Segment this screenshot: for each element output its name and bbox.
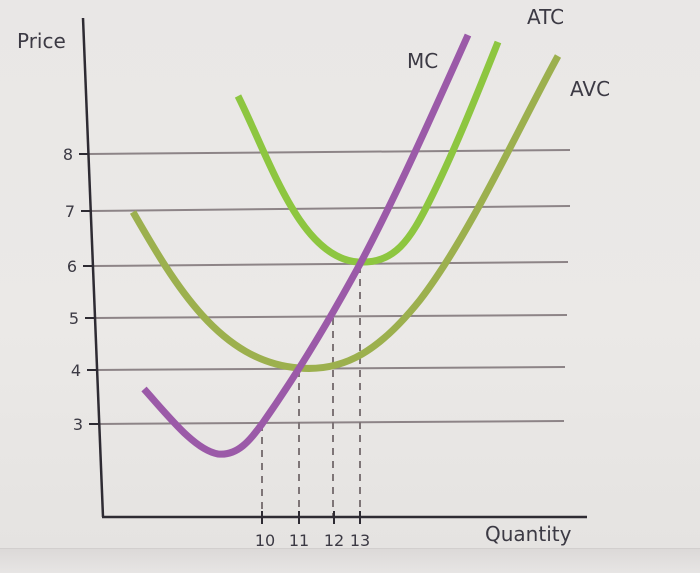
x-axis-title: Quantity: [485, 522, 572, 546]
mc-curve: [141, 33, 472, 458]
screen-background: [0, 0, 700, 548]
y-ticks: [79, 153, 99, 425]
axes: [81, 17, 587, 519]
gridline-7: [89, 205, 571, 212]
gridline-3: [96, 420, 565, 425]
x-tick-label-11: 11: [289, 531, 309, 550]
avc-curve: [129, 54, 562, 372]
gridline-6: [91, 261, 569, 267]
x-tick-labels: 10 11 12 13: [255, 531, 370, 550]
y-tick-label-4: 4: [71, 361, 81, 380]
mc-label: MC: [407, 49, 438, 73]
y-tick-label-5: 5: [69, 309, 79, 328]
y-tick-label-8: 8: [63, 145, 73, 164]
dashed-drop-lines: [261, 266, 361, 517]
x-tick-label-12: 12: [324, 531, 344, 550]
screen-bottom-edge: [0, 548, 700, 573]
x-tick-label-13: 13: [350, 531, 370, 550]
gridlines: [87, 149, 571, 425]
x-tick-label-10: 10: [255, 531, 275, 550]
atc-curve: [234, 40, 502, 266]
y-axis: [81, 17, 105, 518]
gridline-8: [87, 149, 571, 155]
atc-label: ATC: [527, 5, 564, 29]
avc-label: AVC: [570, 77, 610, 101]
y-axis-title: Price: [17, 29, 66, 53]
x-ticks: [261, 511, 361, 524]
y-tick-labels: 8 7 6 5 4 3: [63, 145, 83, 434]
y-tick-label-6: 6: [67, 257, 77, 276]
y-tick-label-7: 7: [65, 202, 75, 221]
y-tick-label-3: 3: [73, 415, 83, 434]
